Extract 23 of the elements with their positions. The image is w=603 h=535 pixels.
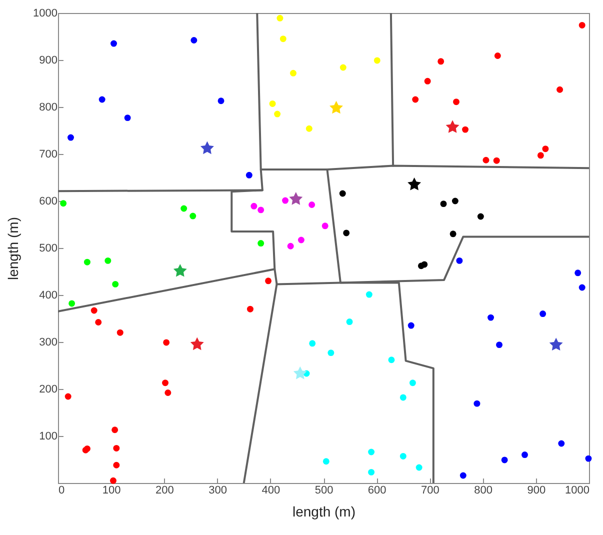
x-axis-title: length (m) bbox=[292, 504, 356, 520]
y-tick-label: 800 bbox=[39, 102, 58, 114]
x-tick-label: 400 bbox=[262, 484, 280, 496]
x-tick-label: 0 bbox=[58, 484, 65, 496]
x-tick-label: 900 bbox=[527, 484, 546, 496]
y-tick-label: 200 bbox=[39, 384, 58, 396]
x-tick-label: 100 bbox=[102, 484, 121, 496]
x-tick-label: 300 bbox=[208, 484, 227, 496]
x-tick-label: 800 bbox=[474, 484, 492, 496]
x-tick-label: 700 bbox=[421, 484, 440, 496]
x-tick-label: 1000 bbox=[565, 484, 590, 496]
y-tick-label: 100 bbox=[39, 430, 58, 442]
x-tick-label: 600 bbox=[368, 484, 386, 496]
x-tick-label: 200 bbox=[156, 484, 174, 496]
x-tick-label: 500 bbox=[314, 484, 334, 496]
y-tick-label: 400 bbox=[39, 290, 58, 302]
y-tick-label: 500 bbox=[39, 242, 58, 254]
y-tick-label: 900 bbox=[39, 54, 58, 66]
y-tick-label: 700 bbox=[39, 148, 58, 160]
y-axis-title: length (m) bbox=[5, 216, 22, 280]
y-tick-label: 300 bbox=[39, 336, 58, 348]
y-tick-label: 600 bbox=[39, 196, 58, 208]
y-tick-label: 1000 bbox=[33, 8, 58, 20]
